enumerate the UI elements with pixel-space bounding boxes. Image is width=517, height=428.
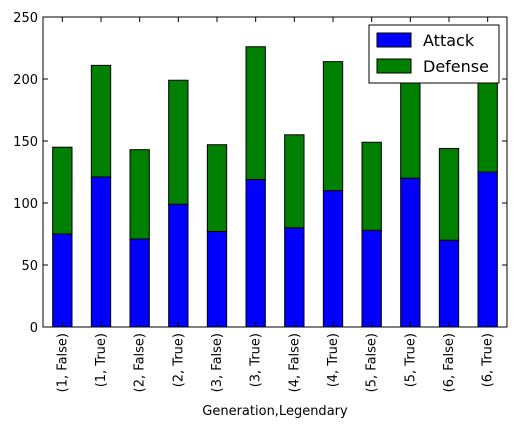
x-tick-label-0: (1, False) [55,333,70,392]
bar-defense-4 [206,144,228,233]
bar-defense-7 [322,61,344,192]
legend-label-defense: Defense [423,57,489,76]
bar-attack-0 [52,233,73,328]
bar-attack-1 [90,176,112,328]
bar-attack-2 [129,238,150,328]
x-tick-label-1: (1, True) [94,333,109,387]
bar-attack-4 [206,231,228,328]
bar-attack-3 [168,203,189,328]
y-tick-label-3: 150 [13,135,38,150]
x-axis: (1, False) (1, True) (2, False) (2, True) (3… [55,17,496,392]
x-tick-label-4: (3, False) [210,333,225,392]
bar-defense-2 [129,149,150,240]
bar-defense-1 [90,64,112,178]
x-axis-title: Generation,Legendary [202,404,348,419]
bars-layer [52,35,498,328]
bar-attack-8 [361,229,382,328]
bar-attack-7 [322,190,344,328]
x-tick-label-9: (5, True) [403,333,418,387]
bar-defense-6 [284,134,305,229]
x-tick-label-3: (2, True) [171,333,186,387]
plot-frame [42,16,508,328]
bar-defense-10 [438,147,460,241]
bar-defense-5 [245,46,266,180]
x-tick-label-7: (4, True) [326,333,341,387]
legend-label-attack: Attack [423,31,475,50]
x-tick-label-8: (5, False) [365,333,380,392]
legend-swatch-attack [376,32,412,48]
bar-defense-0 [52,146,73,235]
bar-defense-8 [361,141,382,231]
y-tick-label-4: 200 [13,73,38,88]
y-axis: 0 50 100 150 200 250 [13,11,507,336]
x-tick-label-10: (6, False) [442,333,457,392]
y-tick-label-1: 50 [21,259,38,274]
bar-attack-9 [400,177,421,328]
x-tick-label-11: (6, True) [481,333,496,387]
legend-swatch-defense [376,58,412,74]
bar-attack-11 [477,171,498,328]
x-tick-label-2: (2, False) [133,333,148,392]
x-tick-label-6: (4, False) [287,333,302,392]
legend: Attack Defense [368,24,500,84]
y-tick-label-2: 100 [13,197,38,212]
bar-attack-6 [284,227,305,328]
x-tick-label-5: (3, True) [249,333,264,387]
y-tick-label-0: 0 [30,321,38,336]
bar-attack-10 [438,239,460,328]
y-tick-label-5: 250 [13,11,38,26]
bar-attack-5 [245,178,266,328]
bar-defense-3 [168,79,189,205]
